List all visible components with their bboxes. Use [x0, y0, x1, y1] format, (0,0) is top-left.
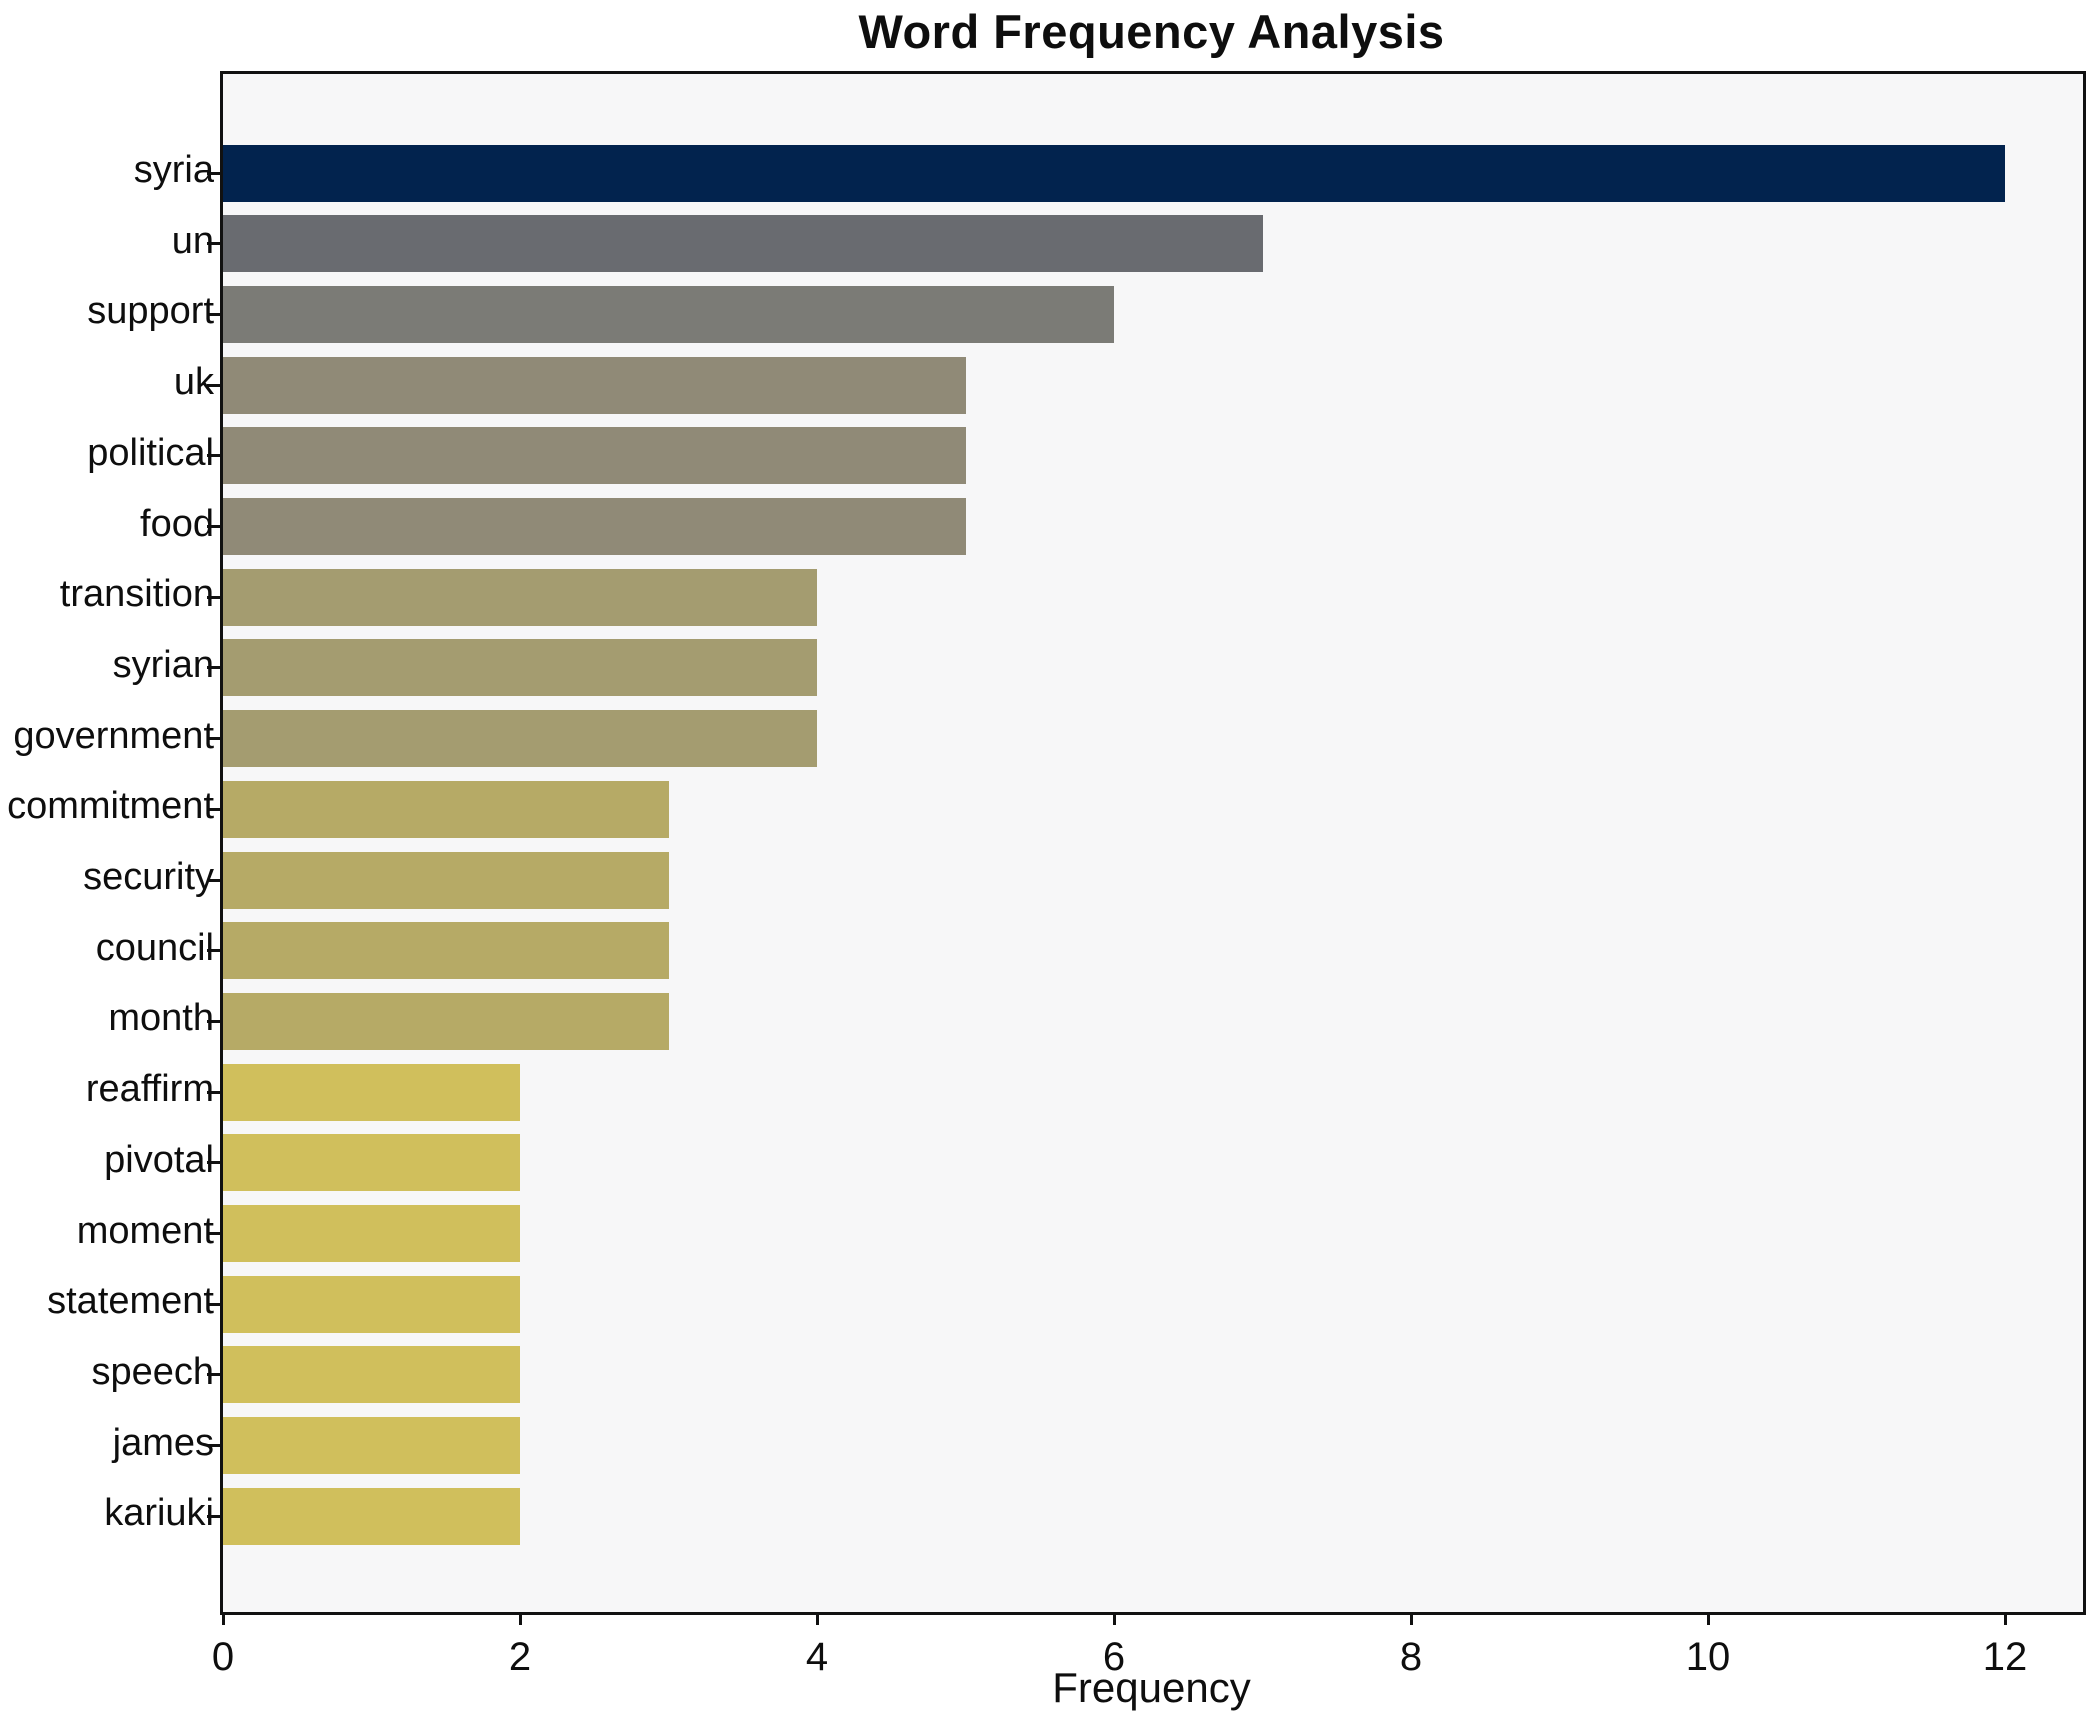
y-tick-label-syrian: syrian [112, 643, 214, 686]
bar-syrian [223, 639, 817, 697]
y-tick-un [207, 242, 220, 246]
bar-government [223, 710, 817, 768]
bar-council [223, 922, 669, 980]
x-axis-title: Frequency [1052, 1664, 1251, 1711]
y-tick-uk [207, 383, 220, 387]
bar-support [223, 285, 1114, 343]
bar-speech [223, 1346, 520, 1404]
x-tick-label-4: 4 [805, 1635, 829, 1679]
bar-pivotal [223, 1134, 520, 1192]
y-tick-label-statement: statement [47, 1280, 214, 1323]
y-tick-label-month: month [108, 997, 214, 1040]
x-tick-label-2: 2 [508, 1635, 532, 1679]
y-tick-label-support: support [87, 290, 214, 333]
y-tick-syria [207, 171, 220, 175]
x-tick-label-6: 6 [1102, 1635, 1126, 1679]
y-tick-moment [207, 1232, 220, 1235]
bar-month [223, 992, 669, 1050]
bar-james [223, 1417, 520, 1475]
y-tick-speech [207, 1373, 220, 1377]
y-tick-label-moment: moment [76, 1209, 214, 1252]
bar-kariuki [223, 1487, 520, 1545]
y-tick-syrian [207, 666, 220, 670]
y-tick-label-un: un [171, 219, 214, 262]
plot-area [207, 71, 2086, 1615]
y-tick-label-security: security [83, 856, 214, 898]
x-tick-label-12: 12 [1982, 1635, 2028, 1679]
bar-security [223, 851, 669, 909]
y-tick-label-pivotal: pivotal [104, 1138, 214, 1181]
x-tick-0 [221, 1612, 225, 1625]
y-tick-reaffirm [207, 1090, 220, 1094]
y-tick-label-political: political [87, 431, 214, 474]
bar-food [223, 498, 966, 555]
y-tick-government [207, 737, 220, 741]
y-tick-council [207, 949, 220, 953]
y-tick-label-food: food [140, 502, 214, 545]
y-tick-label-transition: transition [59, 573, 214, 616]
x-tick-8 [1409, 1612, 1413, 1625]
bar-transition [223, 568, 817, 626]
y-tick-political [207, 454, 220, 458]
y-tick-food [207, 525, 220, 528]
x-tick-label-10: 10 [1685, 1635, 1731, 1679]
x-tick-4 [815, 1612, 819, 1625]
y-tick-commitment [207, 807, 220, 811]
y-tick-month [207, 1019, 220, 1023]
bar-syria [223, 144, 2005, 202]
y-tick-transition [207, 595, 220, 599]
bar-un [223, 215, 1263, 273]
y-tick-label-kariuki: kariuki [104, 1492, 214, 1535]
chart-title: Word Frequency Analysis [858, 5, 1445, 58]
x-tick-2 [518, 1612, 522, 1625]
y-tick-label-speech: speech [91, 1350, 214, 1393]
x-tick-12 [2003, 1612, 2007, 1625]
y-tick-security [207, 878, 220, 882]
bar-statement [223, 1275, 520, 1333]
y-tick-statement [207, 1302, 220, 1306]
bar-reaffirm [223, 1063, 520, 1121]
x-tick-6 [1112, 1612, 1116, 1625]
bar-moment [223, 1205, 520, 1262]
y-tick-james [207, 1444, 220, 1448]
y-tick-label-uk: uk [173, 361, 214, 404]
x-tick-10 [1706, 1612, 1710, 1625]
bar-political [223, 427, 966, 485]
bar-commitment [223, 780, 669, 838]
y-tick-label-reaffirm: reaffirm [85, 1068, 214, 1111]
y-tick-label-james: james [112, 1421, 214, 1464]
y-tick-label-commitment: commitment [7, 785, 214, 828]
x-tick-label-8: 8 [1399, 1635, 1423, 1679]
bar-uk [223, 356, 966, 414]
x-tick-label-0: 0 [211, 1635, 235, 1679]
y-tick-label-syria: syria [133, 149, 214, 191]
y-tick-kariuki [207, 1514, 220, 1518]
y-tick-pivotal [207, 1161, 220, 1165]
y-tick-label-government: government [13, 714, 214, 757]
y-tick-support [207, 312, 220, 316]
y-tick-label-council: council [95, 926, 214, 969]
